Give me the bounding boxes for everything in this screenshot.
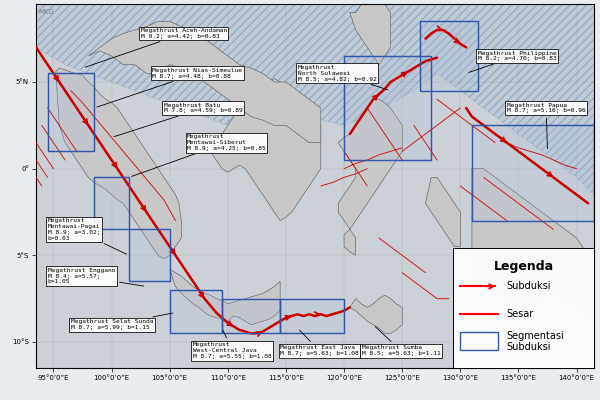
Bar bbox=[129, 229, 170, 281]
Polygon shape bbox=[350, 295, 402, 333]
Polygon shape bbox=[36, 4, 594, 368]
Bar bbox=[280, 299, 344, 333]
Text: Megathrust Aceh-Andaman
M 9.2; a=4.42; b=0.83: Megathrust Aceh-Andaman M 9.2; a=4.42; b… bbox=[85, 28, 227, 67]
Bar bbox=[419, 21, 478, 91]
Polygon shape bbox=[350, 4, 391, 65]
Polygon shape bbox=[472, 169, 594, 325]
Bar bbox=[94, 177, 129, 229]
Bar bbox=[170, 290, 222, 333]
Text: Segmentasi
Subduksi: Segmentasi Subduksi bbox=[506, 331, 565, 352]
Text: Sesar: Sesar bbox=[506, 309, 534, 319]
Text: Megathrust
Mentawai-Pagai
M 8.9; a=3.02;
b=0.63: Megathrust Mentawai-Pagai M 8.9; a=3.02;… bbox=[47, 218, 127, 254]
Polygon shape bbox=[425, 177, 460, 247]
Text: Megathrust Papua
M 8.7; a=5.16; b=0.96: Megathrust Papua M 8.7; a=5.16; b=0.96 bbox=[507, 103, 586, 148]
Text: Megathrust
Mentawai-Siberut
M 8.9; a=4.25; b=0.85: Megathrust Mentawai-Siberut M 8.9; a=4.2… bbox=[131, 134, 266, 176]
Bar bbox=[344, 56, 431, 160]
Bar bbox=[222, 299, 280, 333]
Bar bbox=[460, 332, 498, 350]
Bar bbox=[170, 290, 222, 333]
Text: Megathrust Batu
M 7.8; a=4.59; b=0.89: Megathrust Batu M 7.8; a=4.59; b=0.89 bbox=[114, 103, 242, 137]
Bar bbox=[222, 299, 280, 333]
Text: MKG: MKG bbox=[39, 10, 55, 16]
Text: Megathrust Nias-Simeulue
M 8.7; a=4.48; b=0.88: Megathrust Nias-Simeulue M 8.7; a=4.48; … bbox=[97, 68, 242, 107]
Text: Megathrust Selat Sunda
M 8.7; a=5.99; b=1.15: Megathrust Selat Sunda M 8.7; a=5.99; b=… bbox=[71, 313, 173, 330]
Bar bbox=[94, 177, 129, 229]
Bar bbox=[344, 56, 431, 160]
Bar bbox=[472, 125, 594, 221]
Text: Megathrust Sumba
M 8.5; a=5.63; b=1.11: Megathrust Sumba M 8.5; a=5.63; b=1.11 bbox=[361, 326, 440, 356]
Bar bbox=[280, 299, 344, 333]
Text: Legenda: Legenda bbox=[493, 260, 554, 273]
Polygon shape bbox=[170, 269, 280, 325]
Text: Subduksi: Subduksi bbox=[506, 282, 551, 291]
Bar bbox=[47, 73, 94, 151]
Polygon shape bbox=[211, 78, 321, 221]
Polygon shape bbox=[56, 68, 181, 259]
Text: Megathrust
North Sulawesi
M 8.5; a=4.82; b=0.92: Megathrust North Sulawesi M 8.5; a=4.82;… bbox=[298, 65, 388, 90]
Text: Megathrust
West-Central Java
M 8.7; a=5.55; b=1.08: Megathrust West-Central Java M 8.7; a=5.… bbox=[193, 331, 272, 359]
Bar bbox=[47, 73, 94, 151]
Text: Megathrust Philippine
M 8.2; a=4.70; b=0.83: Megathrust Philippine M 8.2; a=4.70; b=0… bbox=[469, 51, 557, 72]
Polygon shape bbox=[338, 99, 402, 255]
Polygon shape bbox=[88, 21, 321, 143]
Bar bbox=[419, 21, 478, 91]
Polygon shape bbox=[36, 4, 594, 195]
Text: Megathrust East Java
M 8.7; a=5.63; b=1.08: Megathrust East Java M 8.7; a=5.63; b=1.… bbox=[280, 330, 359, 356]
Bar bbox=[129, 229, 170, 281]
Text: Megathrust Enggano
M 8.4; a=5.57;
b=1.05: Megathrust Enggano M 8.4; a=5.57; b=1.05 bbox=[47, 268, 143, 286]
Bar bbox=[472, 125, 594, 221]
